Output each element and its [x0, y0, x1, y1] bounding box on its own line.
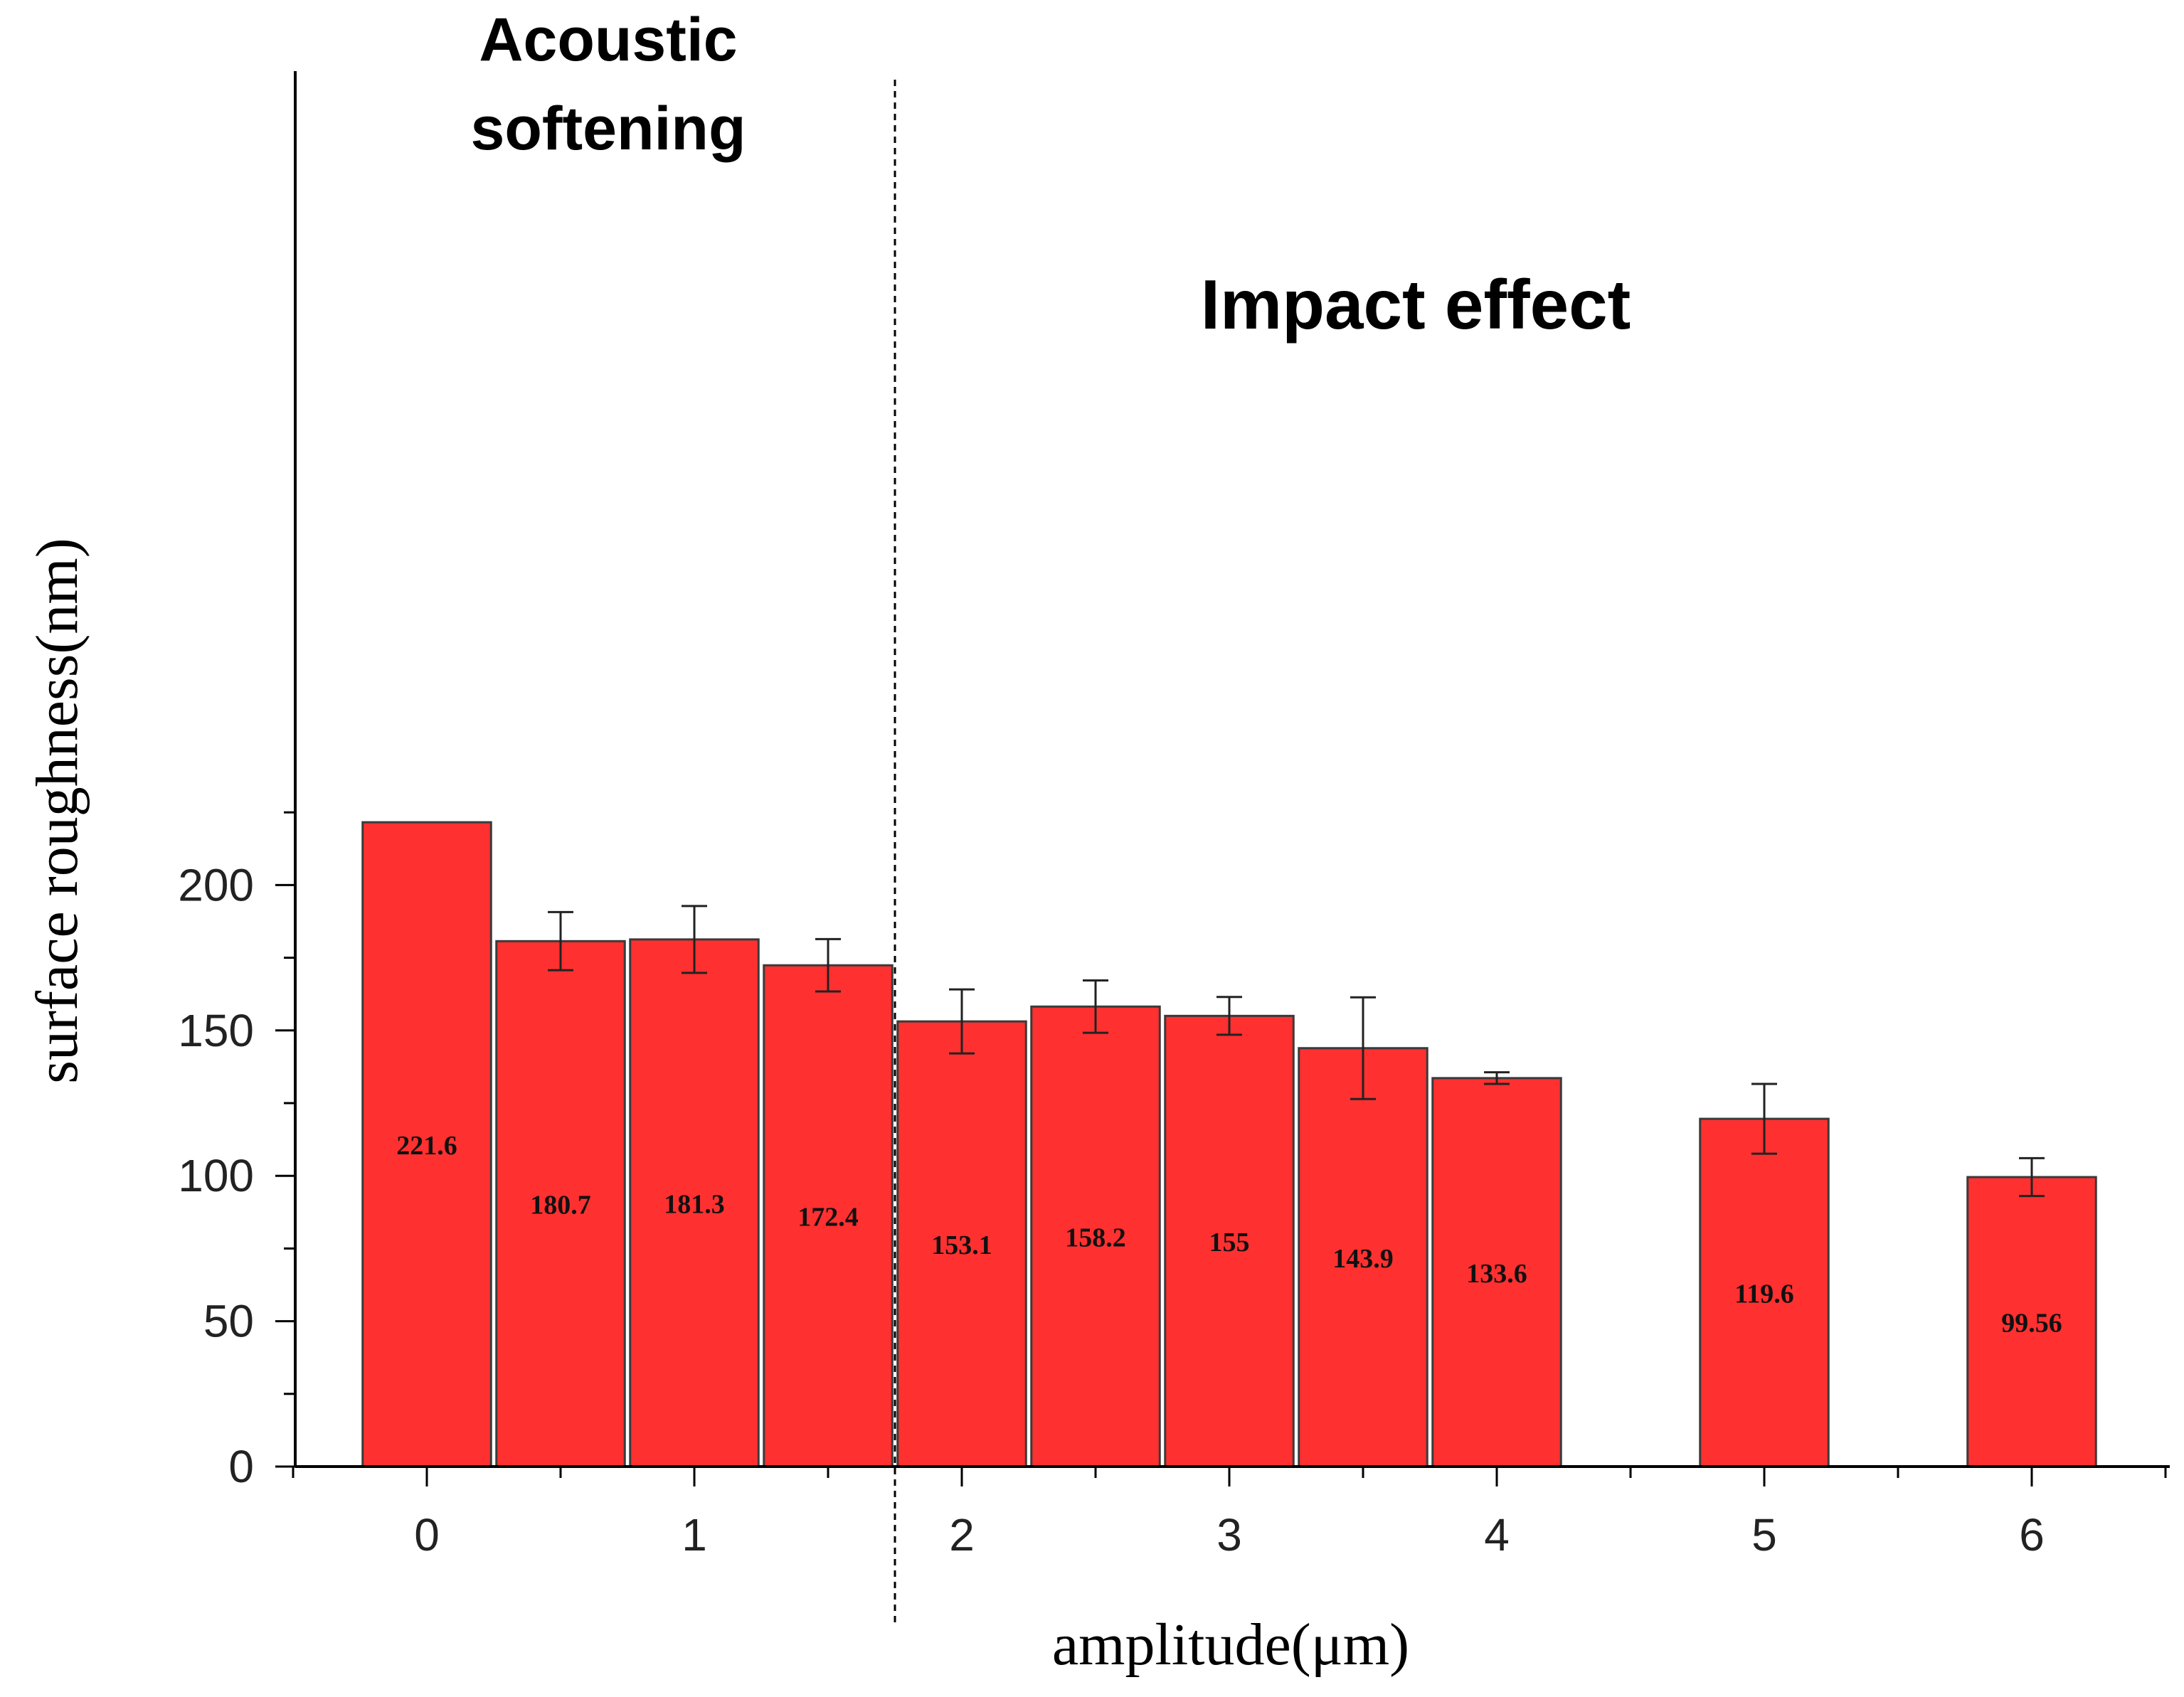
- x-tick-label-6: 6: [2019, 1509, 2045, 1560]
- bar-5: [1030, 1005, 1161, 1468]
- bar-value-label-0: 221.6: [396, 1131, 457, 1161]
- bar-value-label-1: 180.7: [530, 1191, 591, 1220]
- bar-value-label-8: 133.6: [1466, 1259, 1527, 1289]
- bar-9: [1699, 1117, 1830, 1468]
- bar-4: [896, 1020, 1027, 1468]
- x-tick-label-1: 1: [682, 1509, 707, 1560]
- y-tick-label-0: 0: [228, 1441, 254, 1492]
- ticks-layer: 0 50 100 150 200 0 1 2 3 4 5 6: [178, 811, 2167, 1560]
- bar-value-label-2: 181.3: [664, 1189, 725, 1219]
- y-tick-label-3: 150: [178, 1005, 254, 1056]
- bar-7: [1298, 1047, 1428, 1468]
- bar-value-label-5: 158.2: [1065, 1223, 1126, 1253]
- x-axis-label: amplitude(μm): [1052, 1612, 1409, 1678]
- bar-1: [495, 940, 626, 1468]
- error-bars-layer: [548, 905, 2045, 1198]
- bar-3: [763, 964, 894, 1468]
- bar-value-label-3: 172.4: [797, 1203, 859, 1233]
- annotation-acoustic-line1: Acoustic: [479, 6, 737, 74]
- bar-value-label-7: 143.9: [1332, 1244, 1394, 1274]
- x-tick-label-2: 2: [949, 1509, 975, 1560]
- bar-value-labels-layer: 221.6 180.7 181.3 172.4 153.1 158.2 155 143.9 13…: [396, 1131, 2062, 1338]
- y-tick-label-4: 200: [178, 859, 254, 910]
- bar-value-label-10: 99.56: [2001, 1308, 2062, 1338]
- annotation-acoustic-line2: softening: [471, 95, 746, 163]
- x-tick-label-4: 4: [1484, 1509, 1510, 1560]
- x-tick-label-3: 3: [1216, 1509, 1242, 1560]
- bars-layer: [361, 821, 2097, 1468]
- y-tick-label-1: 50: [203, 1296, 254, 1347]
- y-axis-label: surface roughness(nm): [24, 538, 90, 1083]
- y-tick-label-2: 100: [178, 1150, 254, 1201]
- bar-10: [1966, 1176, 2097, 1468]
- bar-0: [361, 821, 492, 1468]
- bar-value-label-6: 155: [1209, 1228, 1250, 1257]
- bar-value-label-4: 153.1: [931, 1230, 992, 1260]
- x-tick-label-0: 0: [414, 1509, 440, 1560]
- annotation-impact-effect: Impact effect: [1201, 265, 1631, 344]
- x-tick-label-5: 5: [1751, 1509, 1777, 1560]
- bar-value-label-9: 119.6: [1734, 1280, 1793, 1309]
- axes-layer: [294, 71, 2170, 1468]
